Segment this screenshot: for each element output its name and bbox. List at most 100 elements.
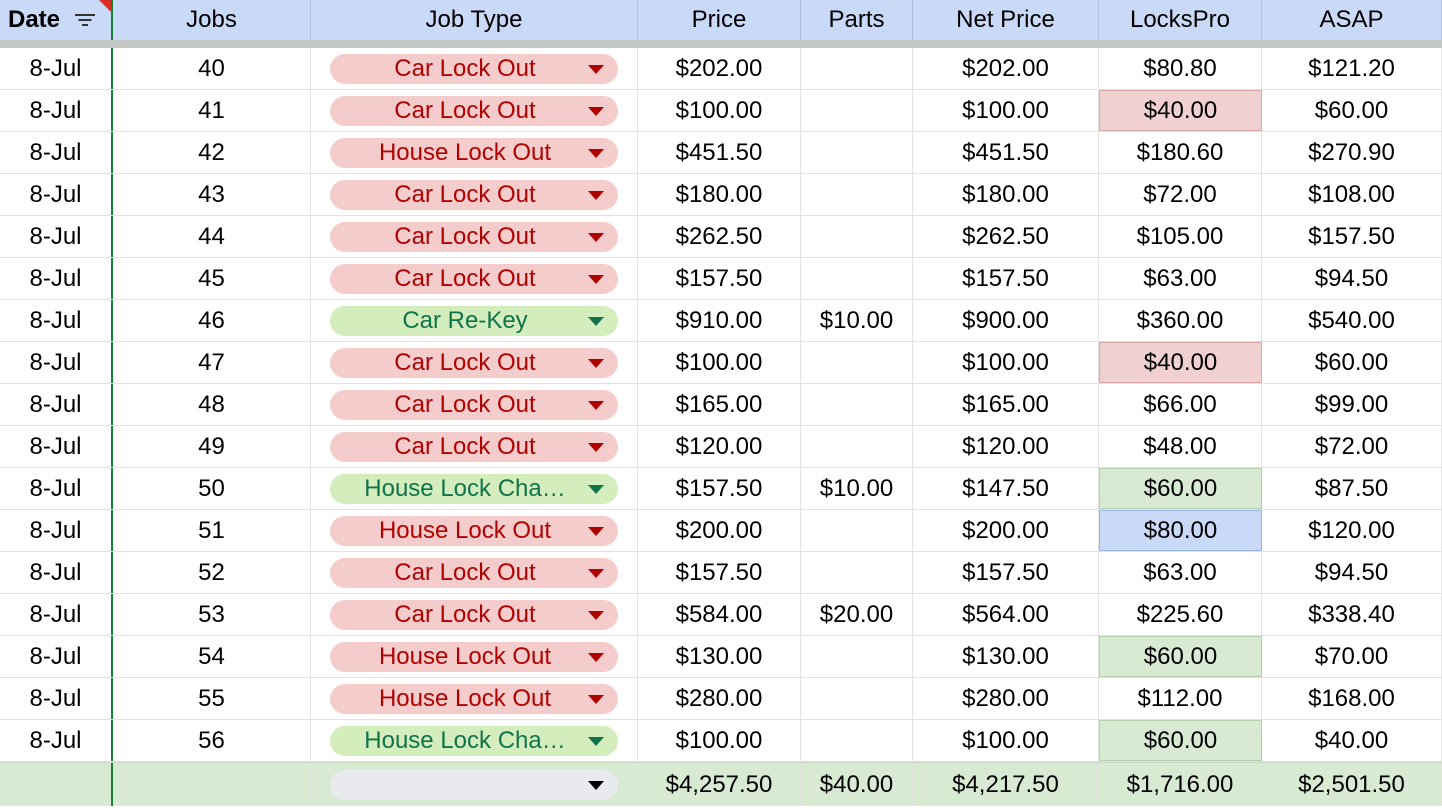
dropdown-caret-icon[interactable] (588, 484, 604, 494)
job-type-dropdown-chip[interactable] (330, 769, 618, 800)
parts-cell[interactable] (801, 48, 913, 89)
header-lockspro[interactable]: LocksPro (1099, 0, 1262, 40)
lockspro-cell[interactable]: $60.00 (1099, 720, 1262, 761)
job-type-cell[interactable]: Car Lock Out (311, 216, 638, 257)
price-cell[interactable]: $262.50 (638, 216, 801, 257)
net-price-cell[interactable]: $180.00 (913, 174, 1099, 215)
job-type-dropdown-chip[interactable]: Car Lock Out (330, 599, 618, 630)
date-cell[interactable]: 8-Jul (0, 510, 113, 551)
asap-cell[interactable]: $2,501.50 (1262, 763, 1442, 806)
date-cell[interactable]: 8-Jul (0, 48, 113, 89)
net-price-cell[interactable]: $202.00 (913, 48, 1099, 89)
lockspro-cell[interactable]: $63.00 (1099, 552, 1262, 593)
date-cell[interactable]: 8-Jul (0, 678, 113, 719)
dropdown-caret-icon[interactable] (588, 736, 604, 746)
price-cell[interactable]: $100.00 (638, 720, 801, 761)
parts-cell[interactable]: $10.00 (801, 300, 913, 341)
jobs-cell[interactable]: 50 (113, 468, 311, 509)
lockspro-cell[interactable]: $48.00 (1099, 426, 1262, 467)
dropdown-caret-icon[interactable] (588, 568, 604, 578)
net-price-cell[interactable]: $280.00 (913, 678, 1099, 719)
filter-icon[interactable] (74, 12, 96, 28)
date-cell[interactable]: 8-Jul (0, 216, 113, 257)
job-type-cell[interactable]: Car Lock Out (311, 174, 638, 215)
asap-cell[interactable]: $121.20 (1262, 48, 1442, 89)
lockspro-cell[interactable]: $225.60 (1099, 594, 1262, 635)
jobs-cell[interactable]: 53 (113, 594, 311, 635)
asap-cell[interactable]: $270.90 (1262, 132, 1442, 173)
job-type-dropdown-chip[interactable]: House Lock Cha… (330, 473, 618, 504)
job-type-cell[interactable]: Car Re-Key (311, 300, 638, 341)
job-type-dropdown-chip[interactable]: Car Lock Out (330, 95, 618, 126)
dropdown-caret-icon[interactable] (588, 190, 604, 200)
price-cell[interactable]: $4,257.50 (638, 763, 801, 806)
jobs-cell[interactable]: 41 (113, 90, 311, 131)
lockspro-cell[interactable]: $1,716.00 (1099, 763, 1262, 806)
dropdown-caret-icon[interactable] (588, 610, 604, 620)
date-cell[interactable]: 8-Jul (0, 258, 113, 299)
asap-cell[interactable]: $60.00 (1262, 342, 1442, 383)
date-cell[interactable]: 8-Jul (0, 174, 113, 215)
job-type-cell[interactable] (311, 763, 638, 806)
net-price-cell[interactable]: $147.50 (913, 468, 1099, 509)
jobs-cell[interactable]: 43 (113, 174, 311, 215)
job-type-cell[interactable]: House Lock Out (311, 636, 638, 677)
date-cell[interactable]: 8-Jul (0, 300, 113, 341)
job-type-dropdown-chip[interactable]: Car Lock Out (330, 389, 618, 420)
date-cell[interactable]: 8-Jul (0, 720, 113, 761)
job-type-dropdown-chip[interactable]: Car Lock Out (330, 179, 618, 210)
job-type-dropdown-chip[interactable]: Car Lock Out (330, 263, 618, 294)
job-type-cell[interactable]: Car Lock Out (311, 48, 638, 89)
frozen-row-divider[interactable] (0, 40, 1442, 48)
parts-cell[interactable] (801, 384, 913, 425)
lockspro-cell[interactable]: $40.00 (1099, 342, 1262, 383)
net-price-cell[interactable]: $157.50 (913, 552, 1099, 593)
date-cell[interactable]: 8-Jul (0, 468, 113, 509)
job-type-cell[interactable]: Car Lock Out (311, 552, 638, 593)
parts-cell[interactable]: $10.00 (801, 468, 913, 509)
price-cell[interactable]: $180.00 (638, 174, 801, 215)
dropdown-caret-icon[interactable] (588, 148, 604, 158)
price-cell[interactable]: $100.00 (638, 342, 801, 383)
net-price-cell[interactable]: $120.00 (913, 426, 1099, 467)
asap-cell[interactable]: $108.00 (1262, 174, 1442, 215)
dropdown-caret-icon[interactable] (588, 316, 604, 326)
dropdown-caret-icon[interactable] (588, 106, 604, 116)
date-cell[interactable]: 8-Jul (0, 552, 113, 593)
lockspro-cell[interactable]: $80.80 (1099, 48, 1262, 89)
date-cell[interactable]: 8-Jul (0, 90, 113, 131)
job-type-cell[interactable]: Car Lock Out (311, 594, 638, 635)
header-price[interactable]: Price (638, 0, 801, 40)
lockspro-cell[interactable]: $180.60 (1099, 132, 1262, 173)
parts-cell[interactable] (801, 174, 913, 215)
price-cell[interactable]: $200.00 (638, 510, 801, 551)
job-type-cell[interactable]: Car Lock Out (311, 342, 638, 383)
parts-cell[interactable] (801, 552, 913, 593)
price-cell[interactable]: $451.50 (638, 132, 801, 173)
price-cell[interactable]: $165.00 (638, 384, 801, 425)
parts-cell[interactable] (801, 678, 913, 719)
asap-cell[interactable]: $87.50 (1262, 468, 1442, 509)
parts-cell[interactable] (801, 216, 913, 257)
jobs-cell[interactable] (113, 763, 311, 806)
lockspro-cell[interactable]: $60.00 (1099, 636, 1262, 677)
asap-cell[interactable]: $120.00 (1262, 510, 1442, 551)
price-cell[interactable]: $157.50 (638, 258, 801, 299)
date-cell[interactable]: 8-Jul (0, 594, 113, 635)
net-price-cell[interactable]: $262.50 (913, 216, 1099, 257)
job-type-cell[interactable]: House Lock Out (311, 678, 638, 719)
price-cell[interactable]: $280.00 (638, 678, 801, 719)
jobs-cell[interactable]: 44 (113, 216, 311, 257)
jobs-cell[interactable]: 42 (113, 132, 311, 173)
dropdown-caret-icon[interactable] (588, 652, 604, 662)
job-type-dropdown-chip[interactable]: House Lock Cha… (330, 725, 618, 756)
header-asap[interactable]: ASAP (1262, 0, 1442, 40)
lockspro-cell[interactable]: $60.00 (1099, 468, 1262, 509)
header-jobs[interactable]: Jobs (113, 0, 311, 40)
net-price-cell[interactable]: $157.50 (913, 258, 1099, 299)
job-type-dropdown-chip[interactable]: Car Re-Key (330, 305, 618, 336)
header-parts[interactable]: Parts (801, 0, 913, 40)
parts-cell[interactable] (801, 90, 913, 131)
price-cell[interactable]: $910.00 (638, 300, 801, 341)
asap-cell[interactable]: $157.50 (1262, 216, 1442, 257)
